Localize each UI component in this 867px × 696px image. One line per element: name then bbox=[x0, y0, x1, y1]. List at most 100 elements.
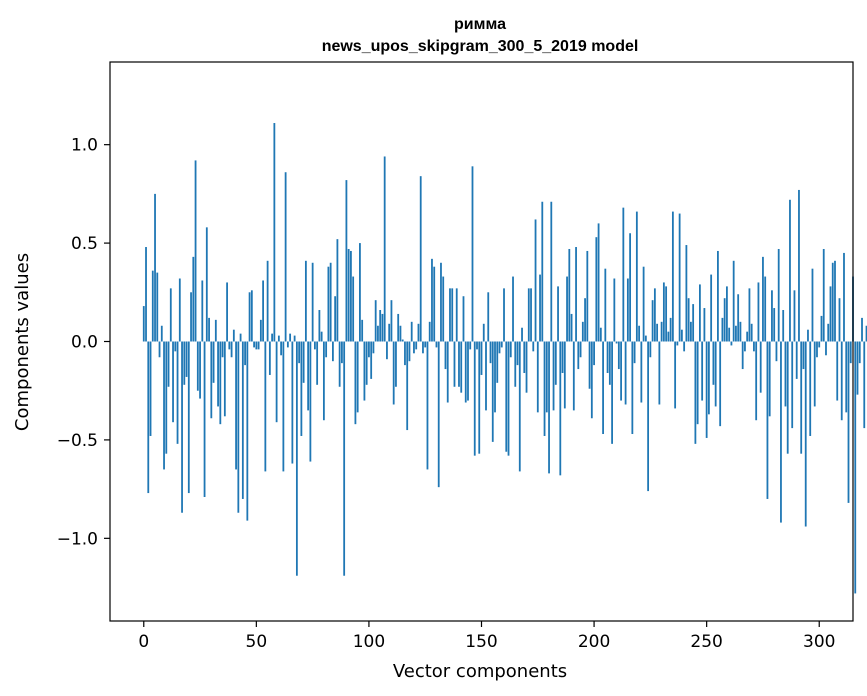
bar bbox=[451, 288, 454, 342]
bar bbox=[473, 341, 476, 456]
bar bbox=[210, 341, 213, 419]
bar bbox=[163, 341, 165, 470]
bar bbox=[169, 288, 172, 342]
bar bbox=[356, 341, 359, 413]
bar bbox=[187, 341, 190, 494]
bar bbox=[789, 199, 791, 342]
bar bbox=[406, 341, 409, 431]
bar bbox=[570, 313, 573, 342]
bar bbox=[512, 276, 514, 342]
bar bbox=[649, 341, 652, 358]
bar bbox=[295, 341, 298, 576]
bar bbox=[291, 341, 294, 464]
bar bbox=[802, 341, 805, 370]
bar bbox=[264, 341, 267, 472]
bar bbox=[332, 341, 334, 362]
bar bbox=[800, 341, 803, 454]
bar bbox=[228, 341, 231, 350]
x-tick-label: 100 bbox=[353, 632, 385, 652]
bar bbox=[712, 341, 715, 385]
bar bbox=[365, 341, 368, 385]
bar bbox=[566, 276, 568, 342]
bar bbox=[455, 288, 458, 342]
bar bbox=[374, 300, 377, 342]
y-tick-label: 0.0 bbox=[71, 333, 98, 353]
bar bbox=[156, 272, 159, 342]
bar bbox=[521, 327, 523, 342]
bar bbox=[316, 341, 319, 385]
bar bbox=[516, 341, 519, 366]
bar bbox=[694, 341, 697, 444]
bar bbox=[460, 341, 463, 393]
bar bbox=[282, 341, 285, 472]
bar bbox=[345, 180, 348, 342]
bar bbox=[343, 341, 346, 576]
bar bbox=[336, 239, 339, 342]
bar bbox=[777, 248, 780, 342]
bar bbox=[363, 341, 366, 401]
bar bbox=[453, 341, 456, 387]
bar bbox=[617, 341, 620, 370]
bar bbox=[487, 292, 490, 342]
bar bbox=[624, 341, 627, 405]
bar bbox=[836, 341, 839, 401]
bar bbox=[631, 341, 634, 435]
bar bbox=[381, 313, 384, 342]
bar bbox=[793, 290, 796, 342]
x-axis-ticks: 0 50 100 150 200 250 300 bbox=[138, 621, 835, 652]
bar bbox=[748, 288, 751, 342]
y-tick-label: 0.5 bbox=[71, 234, 98, 254]
bar bbox=[289, 333, 292, 342]
bar bbox=[543, 341, 546, 436]
bar bbox=[368, 341, 370, 358]
bar bbox=[786, 341, 789, 454]
bar bbox=[311, 262, 314, 342]
bar bbox=[494, 341, 496, 413]
bar bbox=[541, 201, 544, 342]
bar bbox=[608, 341, 611, 385]
bar bbox=[413, 341, 415, 354]
bar bbox=[804, 341, 807, 527]
bar bbox=[241, 341, 244, 499]
bar bbox=[313, 341, 316, 350]
bar bbox=[606, 341, 609, 373]
bar bbox=[426, 341, 429, 470]
bar bbox=[525, 341, 528, 393]
bar bbox=[223, 341, 226, 417]
bar bbox=[759, 341, 762, 393]
bar bbox=[399, 325, 402, 342]
bar bbox=[626, 278, 629, 342]
bar bbox=[858, 341, 861, 364]
bar bbox=[669, 317, 672, 342]
bar bbox=[588, 341, 591, 389]
bar bbox=[680, 329, 683, 342]
bar bbox=[471, 166, 474, 342]
bar bbox=[298, 341, 301, 364]
bar bbox=[480, 341, 483, 375]
bar bbox=[557, 286, 559, 342]
bar bbox=[593, 341, 595, 366]
bar bbox=[428, 321, 431, 342]
bar bbox=[176, 341, 179, 444]
bar bbox=[604, 268, 607, 342]
bar bbox=[383, 156, 386, 342]
bar bbox=[775, 341, 778, 362]
bar bbox=[532, 341, 535, 352]
bar bbox=[622, 207, 625, 342]
bar bbox=[395, 341, 397, 387]
bar bbox=[816, 341, 818, 358]
bar bbox=[469, 341, 472, 350]
bar bbox=[201, 280, 204, 342]
bar bbox=[286, 341, 289, 348]
bar bbox=[165, 341, 168, 454]
bar bbox=[446, 341, 449, 403]
bar bbox=[327, 266, 330, 342]
bar bbox=[834, 260, 836, 342]
bar bbox=[266, 260, 269, 342]
bar bbox=[359, 243, 361, 342]
bar bbox=[717, 250, 719, 342]
bar bbox=[309, 341, 312, 462]
bar bbox=[545, 341, 548, 413]
bar bbox=[142, 306, 145, 342]
